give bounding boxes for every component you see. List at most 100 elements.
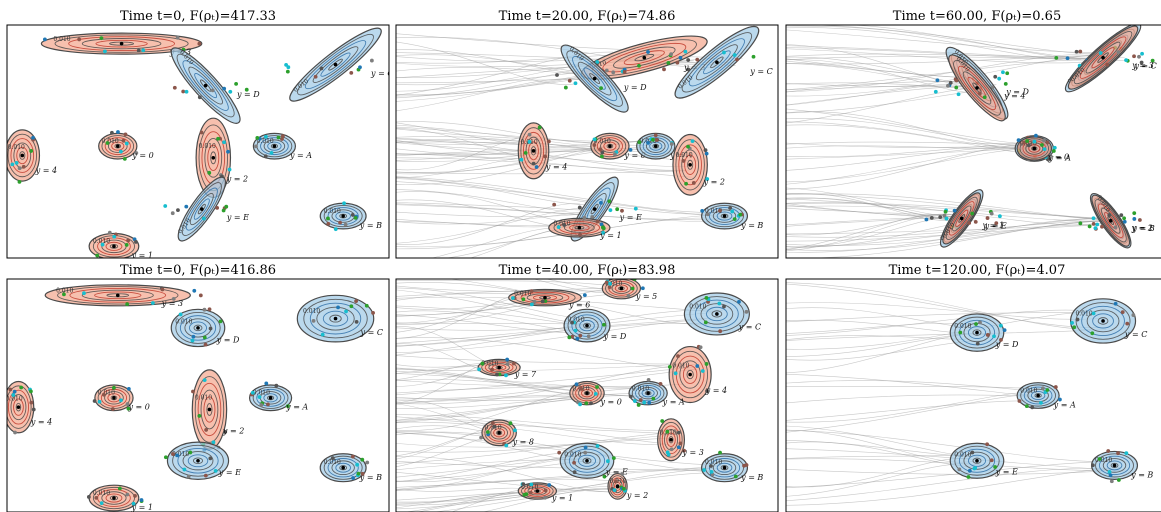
contour-ring (104, 137, 131, 156)
data-point (573, 328, 578, 333)
data-point (612, 488, 617, 493)
data-point (578, 333, 583, 338)
data-point (678, 55, 683, 60)
data-point (958, 330, 963, 335)
data-point (521, 297, 526, 302)
trajectory-line (786, 453, 973, 459)
data-point (126, 406, 131, 411)
data-point (570, 334, 575, 339)
cluster-center (119, 41, 124, 46)
contour-ring (335, 211, 351, 221)
contour-ring (323, 455, 363, 480)
data-point (1091, 221, 1096, 226)
contour-ring (606, 143, 614, 149)
cluster-label: y = C (370, 69, 393, 78)
contour-ring (316, 306, 355, 331)
contour-ring (496, 430, 503, 436)
data-point (139, 498, 144, 502)
contour-ring (582, 457, 592, 464)
data-point (1139, 60, 1144, 65)
cluster-label: y = 1 (131, 251, 153, 260)
contour-ring (568, 448, 606, 473)
data-point (94, 496, 99, 500)
contour-ring (176, 53, 235, 118)
data-point (527, 132, 532, 137)
data-point (1090, 331, 1095, 336)
data-point (632, 399, 637, 403)
data-point (977, 91, 982, 96)
cluster-center (268, 396, 273, 400)
contour-ring (185, 187, 218, 231)
data-point (985, 333, 990, 337)
data-point (709, 464, 713, 468)
cluster-label: y = B (740, 221, 763, 230)
cluster-y-a: 0.010 y = A (248, 381, 308, 412)
data-point (607, 199, 612, 204)
data-point (1032, 139, 1037, 144)
data-point (82, 291, 86, 296)
data-point (124, 243, 129, 247)
contour-ring (252, 386, 289, 409)
contour-ring (1023, 386, 1053, 405)
data-point (112, 385, 116, 390)
cluster-label: y = D (623, 83, 647, 92)
contour-label: 0.010 (521, 484, 538, 491)
data-point (966, 475, 971, 479)
cluster-label: y = 0 (127, 403, 149, 412)
data-point (622, 70, 627, 74)
contour-ring (575, 385, 599, 402)
contour-label: 0.010 (172, 451, 189, 458)
cluster-center (592, 207, 597, 211)
data-point (676, 430, 681, 435)
cluster-center (1101, 55, 1105, 60)
data-point (943, 209, 948, 214)
data-point (604, 68, 609, 73)
cluster-label: y = C (749, 67, 772, 76)
data-point (612, 152, 617, 157)
contour-ring (954, 445, 1000, 476)
contour-ring (1028, 144, 1041, 153)
contour-label: 0.010 (56, 288, 73, 295)
data-point (595, 219, 600, 224)
cluster-y-a: 0.010 y = A (628, 377, 685, 407)
contour-ring (204, 137, 223, 178)
data-point (42, 37, 47, 42)
data-point (636, 403, 641, 407)
contour-label: 0.010 (481, 361, 498, 368)
contour-label: 0.010 (609, 478, 626, 485)
trajectory-line (786, 322, 968, 334)
data-point (269, 150, 274, 155)
contour-ring (16, 146, 29, 165)
data-point (222, 140, 226, 145)
trajectory-line (396, 363, 684, 372)
data-point (190, 338, 195, 343)
data-point (700, 208, 705, 213)
data-point (17, 179, 22, 184)
data-point (202, 307, 207, 312)
contour-ring (267, 141, 282, 151)
contour-ring (705, 455, 744, 480)
trajectory-line (545, 279, 622, 290)
contour-label: 0.010 (175, 318, 192, 325)
contour-ring (92, 486, 136, 510)
cluster-center (497, 430, 501, 435)
data-point (678, 441, 683, 446)
data-point (175, 453, 180, 458)
cluster-label: y = 0 (131, 151, 153, 160)
trajectory-line (786, 333, 966, 357)
data-point (967, 468, 972, 473)
data-point (751, 54, 756, 59)
data-point (101, 392, 106, 397)
data-point (176, 208, 180, 213)
data-point (181, 89, 186, 94)
contour-ring (967, 326, 987, 340)
cluster-label: y = D (995, 340, 1019, 349)
contour-ring (609, 475, 626, 498)
contour-ring (720, 465, 729, 471)
contour-ring (623, 50, 665, 65)
data-point (319, 66, 324, 71)
data-point (584, 401, 589, 406)
